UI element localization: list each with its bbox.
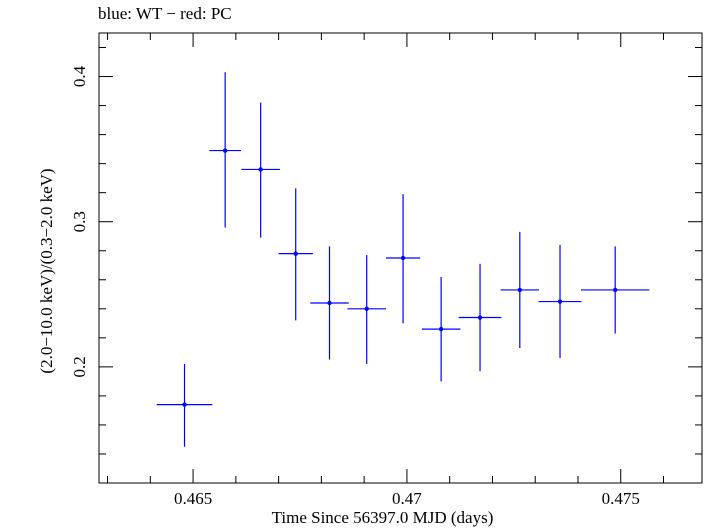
- plot-frame: [98, 32, 703, 484]
- y-axis-label: (2.0−10.0 keV)/(0.3−2.0 keV): [37, 168, 56, 374]
- data-point: [182, 402, 187, 407]
- data-point: [258, 167, 263, 172]
- data-point: [517, 287, 523, 293]
- data-point: [364, 306, 369, 312]
- data-point: [400, 255, 406, 261]
- y-tick-label: 0.3: [70, 211, 89, 232]
- data-points: [156, 72, 650, 447]
- data-point: [557, 299, 563, 304]
- data-point: [477, 315, 483, 320]
- data-point: [612, 287, 618, 293]
- chart-title: blue: WT − red: PC: [98, 4, 232, 23]
- x-tick-label: 0.475: [602, 489, 640, 508]
- tick-labels: 0.465 0.47 0.475 0.2 0.3 0.4: [70, 65, 640, 508]
- data-point: [327, 300, 332, 306]
- axis-ticks: [99, 33, 702, 484]
- x-tick-label: 0.465: [174, 489, 212, 508]
- y-tick-label: 0.2: [70, 356, 89, 377]
- data-point: [222, 148, 228, 153]
- data-point: [438, 326, 444, 332]
- y-tick-label: 0.4: [70, 65, 89, 87]
- x-axis-label: Time Since 56397.0 MJD (days): [271, 508, 494, 527]
- x-tick-label: 0.47: [392, 489, 422, 508]
- data-point: [293, 251, 298, 256]
